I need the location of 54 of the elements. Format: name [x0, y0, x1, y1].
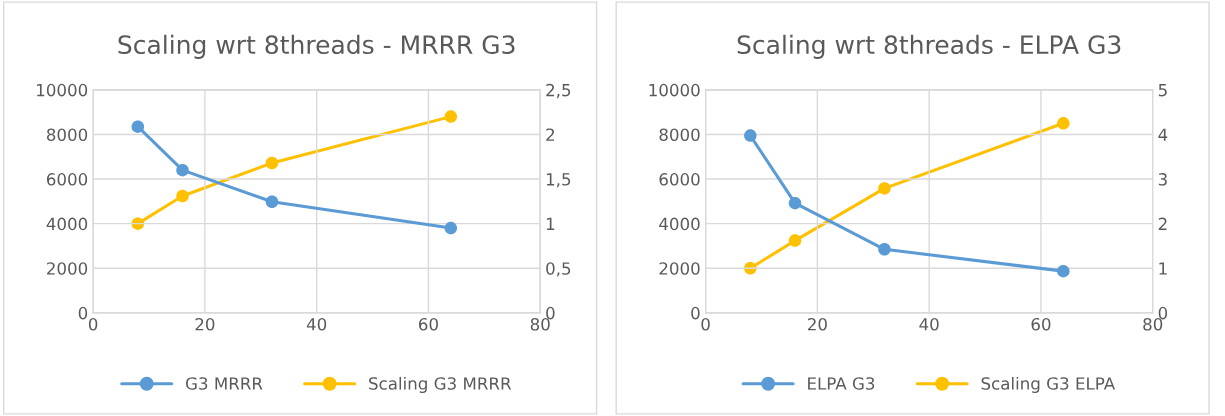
- y2-tick-label: 3: [1158, 173, 1167, 186]
- x-tick-label: 20: [808, 317, 827, 331]
- point: [265, 156, 279, 170]
- y2-tick-label: 4: [1158, 128, 1168, 141]
- x-tick-label: 80: [530, 317, 550, 331]
- y2-tick-label: 0: [546, 306, 555, 320]
- point: [444, 221, 458, 235]
- point: [444, 110, 458, 123]
- y-tick-label: 0: [691, 306, 700, 320]
- x-tick-label: 0: [701, 317, 710, 331]
- point: [878, 243, 891, 256]
- y2-tick-label: 1,5: [546, 173, 571, 188]
- x-tick-label: 20: [195, 317, 215, 331]
- x-tick-label: 80: [1143, 317, 1163, 331]
- y-tick-label: 10000: [649, 83, 700, 97]
- legend-label: G3 MRRR: [186, 377, 263, 390]
- chart-title: Scaling wrt 8threads - MRRR G3: [118, 34, 515, 59]
- y-tick-label: 0: [78, 306, 88, 320]
- point: [788, 234, 802, 247]
- y-tick-label: 6000: [46, 173, 88, 186]
- y-tick-label: 2000: [47, 262, 88, 275]
- x-tick-label: 40: [306, 317, 327, 331]
- y2-tick-label: 0,5: [546, 262, 571, 277]
- chart-title: Scaling wrt 8threads - ELPA G3: [737, 34, 1121, 59]
- y-tick-label: 2000: [659, 262, 700, 275]
- y-tick-label: 8000: [46, 128, 88, 142]
- x-tick-label: 40: [919, 317, 939, 331]
- y2-tick-label: 0: [1158, 306, 1168, 320]
- y2-tick-label: 5: [1158, 84, 1167, 97]
- point: [176, 163, 189, 177]
- y2-tick-label: 2,5: [546, 83, 571, 99]
- y-tick-label: 4000: [659, 217, 700, 231]
- legend-label: Scaling G3 ELPA: [981, 376, 1116, 394]
- point: [744, 129, 757, 142]
- y2-tick-label: 1: [546, 217, 555, 230]
- y2-tick-label: 1: [1159, 262, 1167, 275]
- point: [131, 120, 145, 133]
- point: [878, 182, 891, 195]
- y2-tick-label: 2: [1158, 217, 1167, 230]
- x-tick-label: 0: [88, 317, 98, 331]
- y-tick-label: 10000: [37, 83, 88, 97]
- point: [1057, 117, 1070, 130]
- y-tick-label: 6000: [659, 173, 700, 186]
- point: [788, 196, 802, 210]
- x-tick-label: 60: [1031, 317, 1051, 331]
- legend-label: Scaling G3 MRRR: [369, 376, 512, 394]
- point: [176, 189, 189, 203]
- point: [1057, 264, 1070, 278]
- x-tick-label: 60: [419, 317, 438, 331]
- y-tick-label: 8000: [659, 128, 700, 142]
- y2-tick-label: 2: [546, 128, 555, 141]
- legend-label: ELPA G3: [808, 377, 875, 390]
- y-tick-label: 4000: [46, 217, 88, 231]
- point: [265, 195, 279, 209]
